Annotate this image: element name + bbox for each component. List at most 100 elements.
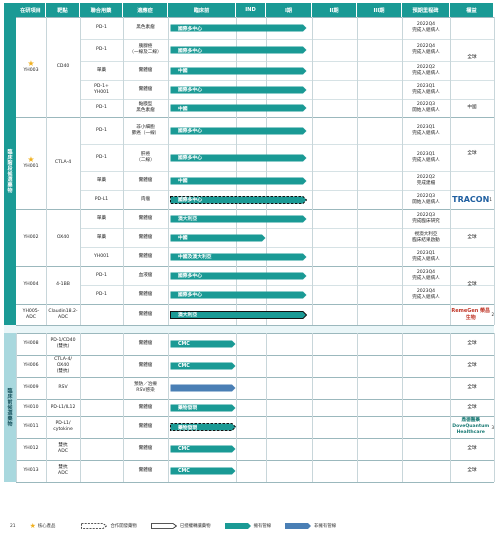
- bar-arrow-shape: [170, 291, 307, 298]
- header-phase2: II期: [312, 3, 357, 17]
- indication-cell: 胰腺癌 （一線及二線）: [129, 44, 162, 55]
- legend-proprietary-arrow-icon: [224, 523, 251, 529]
- indication-cell: 實體瘤: [138, 468, 153, 474]
- target-cell: PD-1/CD40 (雙抗): [50, 338, 76, 349]
- bar-arrow-shape: [170, 362, 236, 370]
- bar-arrow-shape: [170, 253, 307, 260]
- star-icon: ★: [27, 155, 35, 165]
- page-number: 21: [10, 523, 16, 529]
- project-name: YH013: [23, 468, 39, 474]
- row-divider: [16, 325, 494, 326]
- target-cell: 雙抗 ADC: [58, 465, 68, 476]
- sidebar-clinical-label: 臨床階段候選藥物: [6, 149, 13, 193]
- combo-cell: [80, 377, 123, 399]
- bar-arrow-shape: [170, 104, 307, 112]
- row-divider: [80, 228, 494, 229]
- header-phase1: I期: [266, 3, 312, 17]
- tracon-logo: TRACON: [452, 194, 490, 204]
- rights-cell: 全球: [467, 55, 477, 61]
- milestone-cell: [402, 304, 450, 325]
- header-rights: 權益: [450, 3, 494, 17]
- pipeline-bar: 澳大利亞: [170, 310, 307, 319]
- col-divider: [357, 17, 358, 325]
- legend-proprietary: 擁有管線: [253, 524, 272, 529]
- footnote-marker: 1: [489, 197, 492, 202]
- indication-cell: 實體瘤: [138, 341, 153, 347]
- header-phase3: III期: [357, 3, 402, 17]
- remegen-logo: RemeGen 榮昌生物: [451, 308, 491, 321]
- rights-cell: 全球: [467, 341, 477, 347]
- project-cell: ★ YH003: [16, 17, 46, 117]
- rights-cell: 全球: [467, 468, 477, 474]
- bar-label: 藥物發現: [178, 406, 198, 411]
- indication-cell: 實體瘤: [138, 234, 153, 240]
- milestone-cell: 2023Q4 完成入組病人: [412, 288, 440, 300]
- combo-cell: [80, 304, 123, 325]
- star-icon: ★: [29, 522, 36, 530]
- pipeline-bar: 國際多中心: [170, 291, 307, 299]
- bar-label: 國際多中心: [178, 48, 202, 54]
- target-cell: PD-L1/IL12: [50, 404, 76, 410]
- bar-arrow-shape: [170, 234, 266, 241]
- rights-cell: RemeGen 榮昌生物 2: [450, 304, 494, 325]
- pipeline-bar: 國際多中心: [170, 127, 307, 135]
- combo-cell: [80, 438, 123, 460]
- star-icon: ★: [27, 59, 35, 69]
- project-name: YH001: [23, 164, 39, 170]
- milestone-cell: 2022Q4 完成入組病人: [412, 22, 440, 33]
- col-divider: [16, 333, 17, 482]
- combo-cell: 單藥: [96, 67, 107, 73]
- footnote-marker: 3: [491, 424, 494, 430]
- milestone-cell: 2023Q1 完成入組病人: [412, 83, 440, 95]
- header-project: 在研項目: [16, 3, 46, 17]
- project-name: YH006: [23, 363, 39, 369]
- col-divider: [236, 333, 237, 482]
- pipeline-bar: 國際多中心: [170, 46, 307, 54]
- bar-label: 國際多中心: [178, 156, 202, 161]
- combo-cell: [80, 399, 123, 416]
- row-divider: [80, 80, 494, 81]
- col-divider: [494, 17, 495, 325]
- col-divider: [312, 333, 313, 482]
- project-cell: YH013: [16, 460, 46, 482]
- rights-cell: 全球: [467, 282, 477, 288]
- target-cell: RSV: [58, 385, 68, 391]
- header-combo: 聯合用藥: [80, 3, 123, 17]
- sidebar-preclinical-label: 臨床前候選藥物: [6, 388, 13, 427]
- milestone-cell: 2023Q1 完成入組病人: [412, 250, 440, 262]
- project-name: YH004: [23, 282, 39, 288]
- pipeline-bar: CMC: [170, 467, 236, 475]
- combo-cell: 單藥: [96, 177, 107, 183]
- target-cell: CTLA-4/ OX40 (雙抗): [54, 357, 72, 374]
- milestone-cell: [402, 377, 450, 399]
- milestone-cell: 2022Q2 完成建檔: [416, 174, 436, 186]
- col-divider: [123, 17, 124, 325]
- milestone-cell: [402, 416, 450, 438]
- pipeline-bar: 國際多中心: [170, 154, 307, 162]
- row-divider: [16, 117, 494, 118]
- project-name: YH008: [23, 341, 39, 347]
- legend-dashed-arrow-icon: [81, 523, 108, 529]
- col-divider: [168, 17, 169, 325]
- pipeline-bar: CMC: [170, 362, 236, 370]
- legend-non-proprietary: 非擁有管線: [314, 524, 337, 529]
- pipeline-bar: 藥物發現: [170, 404, 236, 412]
- col-divider: [357, 333, 358, 482]
- row-divider: [80, 190, 494, 191]
- bar-label: 中國及澳大利亞: [178, 255, 212, 260]
- milestone-cell: [402, 333, 450, 355]
- row-divider: [16, 355, 494, 356]
- bar-arrow-shape: [170, 177, 307, 184]
- indication-cell: 實體瘤: [138, 424, 153, 430]
- indication-cell: 實體瘤: [138, 291, 153, 297]
- project-name: YH005- ADC: [22, 308, 40, 320]
- header-indication: 適應症: [123, 3, 168, 17]
- milestone-cell: [402, 460, 450, 482]
- project-cell: YH009: [16, 377, 46, 399]
- bar-arrow-shape: [170, 310, 307, 319]
- legend-non-proprietary-arrow-icon: [285, 523, 312, 529]
- project-cell: YH004: [16, 266, 46, 304]
- legend: 21 ★ 核心產品 合作開發藥物 已授權轉讓藥物 擁有管線 非擁有管線: [10, 521, 490, 531]
- pipeline-bar: [170, 384, 236, 392]
- bar-arrow-shape: [170, 404, 236, 411]
